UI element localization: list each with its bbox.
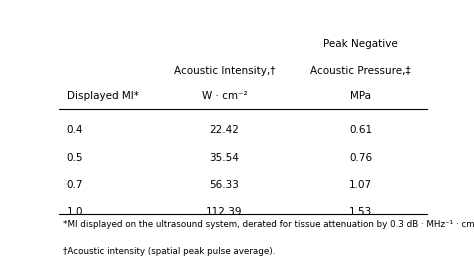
Text: Acoustic Pressure,‡: Acoustic Pressure,‡ bbox=[310, 66, 411, 76]
Text: 112.39: 112.39 bbox=[206, 207, 243, 217]
Text: 0.61: 0.61 bbox=[349, 125, 372, 136]
Text: 1.0: 1.0 bbox=[66, 207, 83, 217]
Text: *MI displayed on the ultrasound system, derated for tissue attenuation by 0.3 dB: *MI displayed on the ultrasound system, … bbox=[63, 220, 474, 229]
Text: 1.53: 1.53 bbox=[349, 207, 372, 217]
Text: 0.76: 0.76 bbox=[349, 153, 372, 163]
Text: †Acoustic intensity (spatial peak pulse average).: †Acoustic intensity (spatial peak pulse … bbox=[63, 247, 275, 256]
Text: 22.42: 22.42 bbox=[210, 125, 239, 136]
Text: 1.07: 1.07 bbox=[349, 180, 372, 190]
Text: W · cm⁻²: W · cm⁻² bbox=[202, 91, 247, 101]
Text: 0.5: 0.5 bbox=[66, 153, 83, 163]
Text: 0.4: 0.4 bbox=[66, 125, 83, 136]
Text: 56.33: 56.33 bbox=[210, 180, 239, 190]
Text: MPa: MPa bbox=[350, 91, 371, 101]
Text: Acoustic Intensity,†: Acoustic Intensity,† bbox=[174, 66, 275, 76]
Text: Peak Negative: Peak Negative bbox=[323, 39, 398, 49]
Text: Displayed MI*: Displayed MI* bbox=[66, 91, 138, 101]
Text: 35.54: 35.54 bbox=[210, 153, 239, 163]
Text: 0.7: 0.7 bbox=[66, 180, 83, 190]
